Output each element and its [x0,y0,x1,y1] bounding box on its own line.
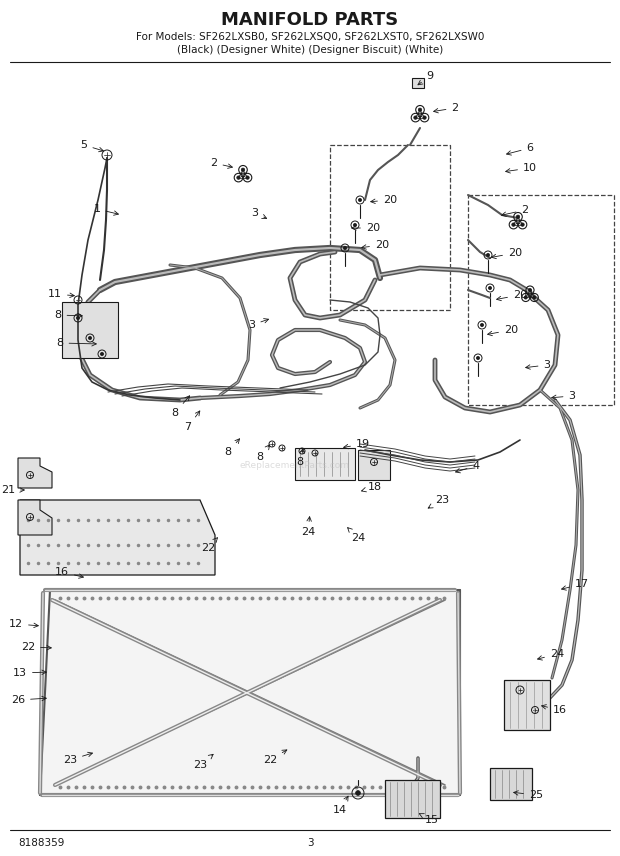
FancyBboxPatch shape [412,78,424,88]
FancyBboxPatch shape [490,768,532,800]
Circle shape [521,223,525,226]
Text: 20: 20 [488,325,518,336]
Text: 8: 8 [296,449,304,467]
Circle shape [528,288,531,292]
Circle shape [237,175,240,179]
Text: 11: 11 [48,289,74,299]
Text: 22: 22 [201,538,218,553]
Text: 20: 20 [361,240,389,250]
Text: (Black) (Designer White) (Designer Biscuit) (White): (Black) (Designer White) (Designer Biscu… [177,45,443,55]
Text: 2: 2 [433,103,459,113]
Circle shape [423,116,426,119]
Text: 20: 20 [371,195,397,205]
Text: 18: 18 [361,482,382,492]
Text: For Models: SF262LXSB0, SF262LXSQ0, SF262LXST0, SF262LXSW0: For Models: SF262LXSB0, SF262LXSQ0, SF26… [136,32,484,42]
Text: 3: 3 [249,318,268,330]
Circle shape [414,116,417,119]
Circle shape [476,356,480,360]
Circle shape [246,175,249,179]
Circle shape [100,353,104,355]
Circle shape [533,296,536,299]
Text: 8: 8 [224,439,239,457]
Polygon shape [20,500,215,575]
FancyBboxPatch shape [385,780,440,818]
Circle shape [480,324,484,327]
Polygon shape [295,448,355,480]
Text: 8: 8 [55,310,82,320]
Text: 3: 3 [307,838,313,848]
Bar [330,145,450,310]
Text: 3: 3 [526,360,551,370]
Circle shape [516,215,520,218]
Polygon shape [18,458,52,488]
Circle shape [489,287,492,289]
Text: 22: 22 [21,642,51,652]
Circle shape [524,296,528,299]
Text: 3: 3 [552,391,575,401]
Circle shape [487,253,490,257]
Text: 9: 9 [418,71,433,85]
Text: 6: 6 [507,143,533,155]
Circle shape [512,223,515,226]
Circle shape [241,168,245,171]
Text: 16: 16 [55,567,84,579]
Text: 24: 24 [301,517,315,537]
Text: 24: 24 [348,527,365,543]
Text: 24: 24 [538,649,564,660]
Text: 26: 26 [11,695,46,705]
Text: 20: 20 [497,290,527,300]
Bar [468,195,614,405]
Text: 1: 1 [94,204,118,215]
Text: 20: 20 [352,223,380,233]
Text: 4: 4 [456,461,479,473]
Circle shape [353,223,356,227]
Text: 25: 25 [514,790,543,800]
Text: MANIFOLD PARTS: MANIFOLD PARTS [221,11,399,29]
Polygon shape [504,680,550,730]
Text: 14: 14 [333,796,348,815]
Circle shape [89,336,92,340]
Text: 2: 2 [210,158,232,169]
Text: 12: 12 [9,619,38,629]
Polygon shape [18,500,52,535]
Circle shape [343,247,347,250]
Polygon shape [358,450,390,480]
Text: 7: 7 [184,411,200,432]
Circle shape [418,108,422,111]
Text: 21: 21 [1,485,24,495]
Text: 10: 10 [506,163,537,173]
Polygon shape [40,590,460,795]
Text: 8: 8 [56,338,96,348]
Text: 13: 13 [13,668,46,678]
Text: 5: 5 [81,140,104,152]
Text: 16: 16 [542,704,567,715]
Text: 20: 20 [492,248,522,259]
Text: 19: 19 [343,439,370,449]
Text: 23: 23 [193,754,213,770]
Text: 17: 17 [562,579,589,590]
Circle shape [356,791,360,795]
Text: 23: 23 [428,495,449,508]
Text: 22: 22 [263,750,287,765]
Text: eReplacementParts.com: eReplacementParts.com [240,461,350,469]
Text: 8: 8 [172,395,190,418]
Text: 8: 8 [257,445,270,462]
Text: 3: 3 [252,208,267,218]
Text: 2: 2 [502,205,529,217]
Polygon shape [62,302,118,358]
Text: 23: 23 [63,752,92,765]
Text: 8188359: 8188359 [18,838,64,848]
Circle shape [76,317,79,319]
Circle shape [358,199,361,202]
Text: 15: 15 [419,814,439,825]
